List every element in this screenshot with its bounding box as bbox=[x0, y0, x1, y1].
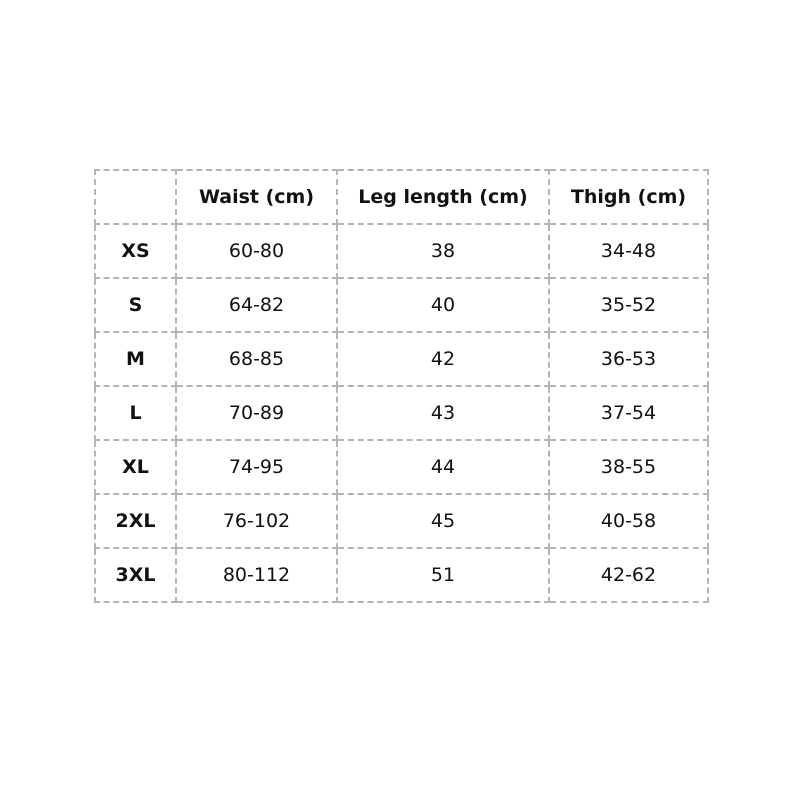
cell-waist: 74-95 bbox=[175, 439, 338, 495]
cell-thigh: 42-62 bbox=[548, 547, 709, 603]
cell-waist: 68-85 bbox=[175, 331, 338, 387]
header-empty bbox=[94, 169, 177, 225]
cell-waist: 70-89 bbox=[175, 385, 338, 441]
table-row: S 64-82 40 35-52 bbox=[94, 277, 709, 333]
header-waist: Waist (cm) bbox=[175, 169, 338, 225]
cell-size: S bbox=[94, 277, 177, 333]
cell-leg-length: 38 bbox=[336, 223, 550, 279]
table-row: M 68-85 42 36-53 bbox=[94, 331, 709, 387]
cell-leg-length: 43 bbox=[336, 385, 550, 441]
size-chart-table: Waist (cm) Leg length (cm) Thigh (cm) XS… bbox=[94, 169, 709, 603]
cell-size: XL bbox=[94, 439, 177, 495]
cell-leg-length: 44 bbox=[336, 439, 550, 495]
header-row: Waist (cm) Leg length (cm) Thigh (cm) bbox=[94, 169, 709, 225]
table-row: 3XL 80-112 51 42-62 bbox=[94, 547, 709, 603]
cell-leg-length: 42 bbox=[336, 331, 550, 387]
header-leg-length: Leg length (cm) bbox=[336, 169, 550, 225]
cell-size: L bbox=[94, 385, 177, 441]
cell-leg-length: 40 bbox=[336, 277, 550, 333]
header-thigh: Thigh (cm) bbox=[548, 169, 709, 225]
cell-size: XS bbox=[94, 223, 177, 279]
table-row: XS 60-80 38 34-48 bbox=[94, 223, 709, 279]
cell-size: 3XL bbox=[94, 547, 177, 603]
cell-thigh: 36-53 bbox=[548, 331, 709, 387]
cell-thigh: 40-58 bbox=[548, 493, 709, 549]
cell-waist: 76-102 bbox=[175, 493, 338, 549]
cell-thigh: 34-48 bbox=[548, 223, 709, 279]
cell-thigh: 35-52 bbox=[548, 277, 709, 333]
cell-leg-length: 51 bbox=[336, 547, 550, 603]
cell-thigh: 37-54 bbox=[548, 385, 709, 441]
cell-thigh: 38-55 bbox=[548, 439, 709, 495]
cell-leg-length: 45 bbox=[336, 493, 550, 549]
cell-size: M bbox=[94, 331, 177, 387]
cell-waist: 64-82 bbox=[175, 277, 338, 333]
table-row: L 70-89 43 37-54 bbox=[94, 385, 709, 441]
table-row: 2XL 76-102 45 40-58 bbox=[94, 493, 709, 549]
table-row: XL 74-95 44 38-55 bbox=[94, 439, 709, 495]
cell-size: 2XL bbox=[94, 493, 177, 549]
cell-waist: 60-80 bbox=[175, 223, 338, 279]
cell-waist: 80-112 bbox=[175, 547, 338, 603]
